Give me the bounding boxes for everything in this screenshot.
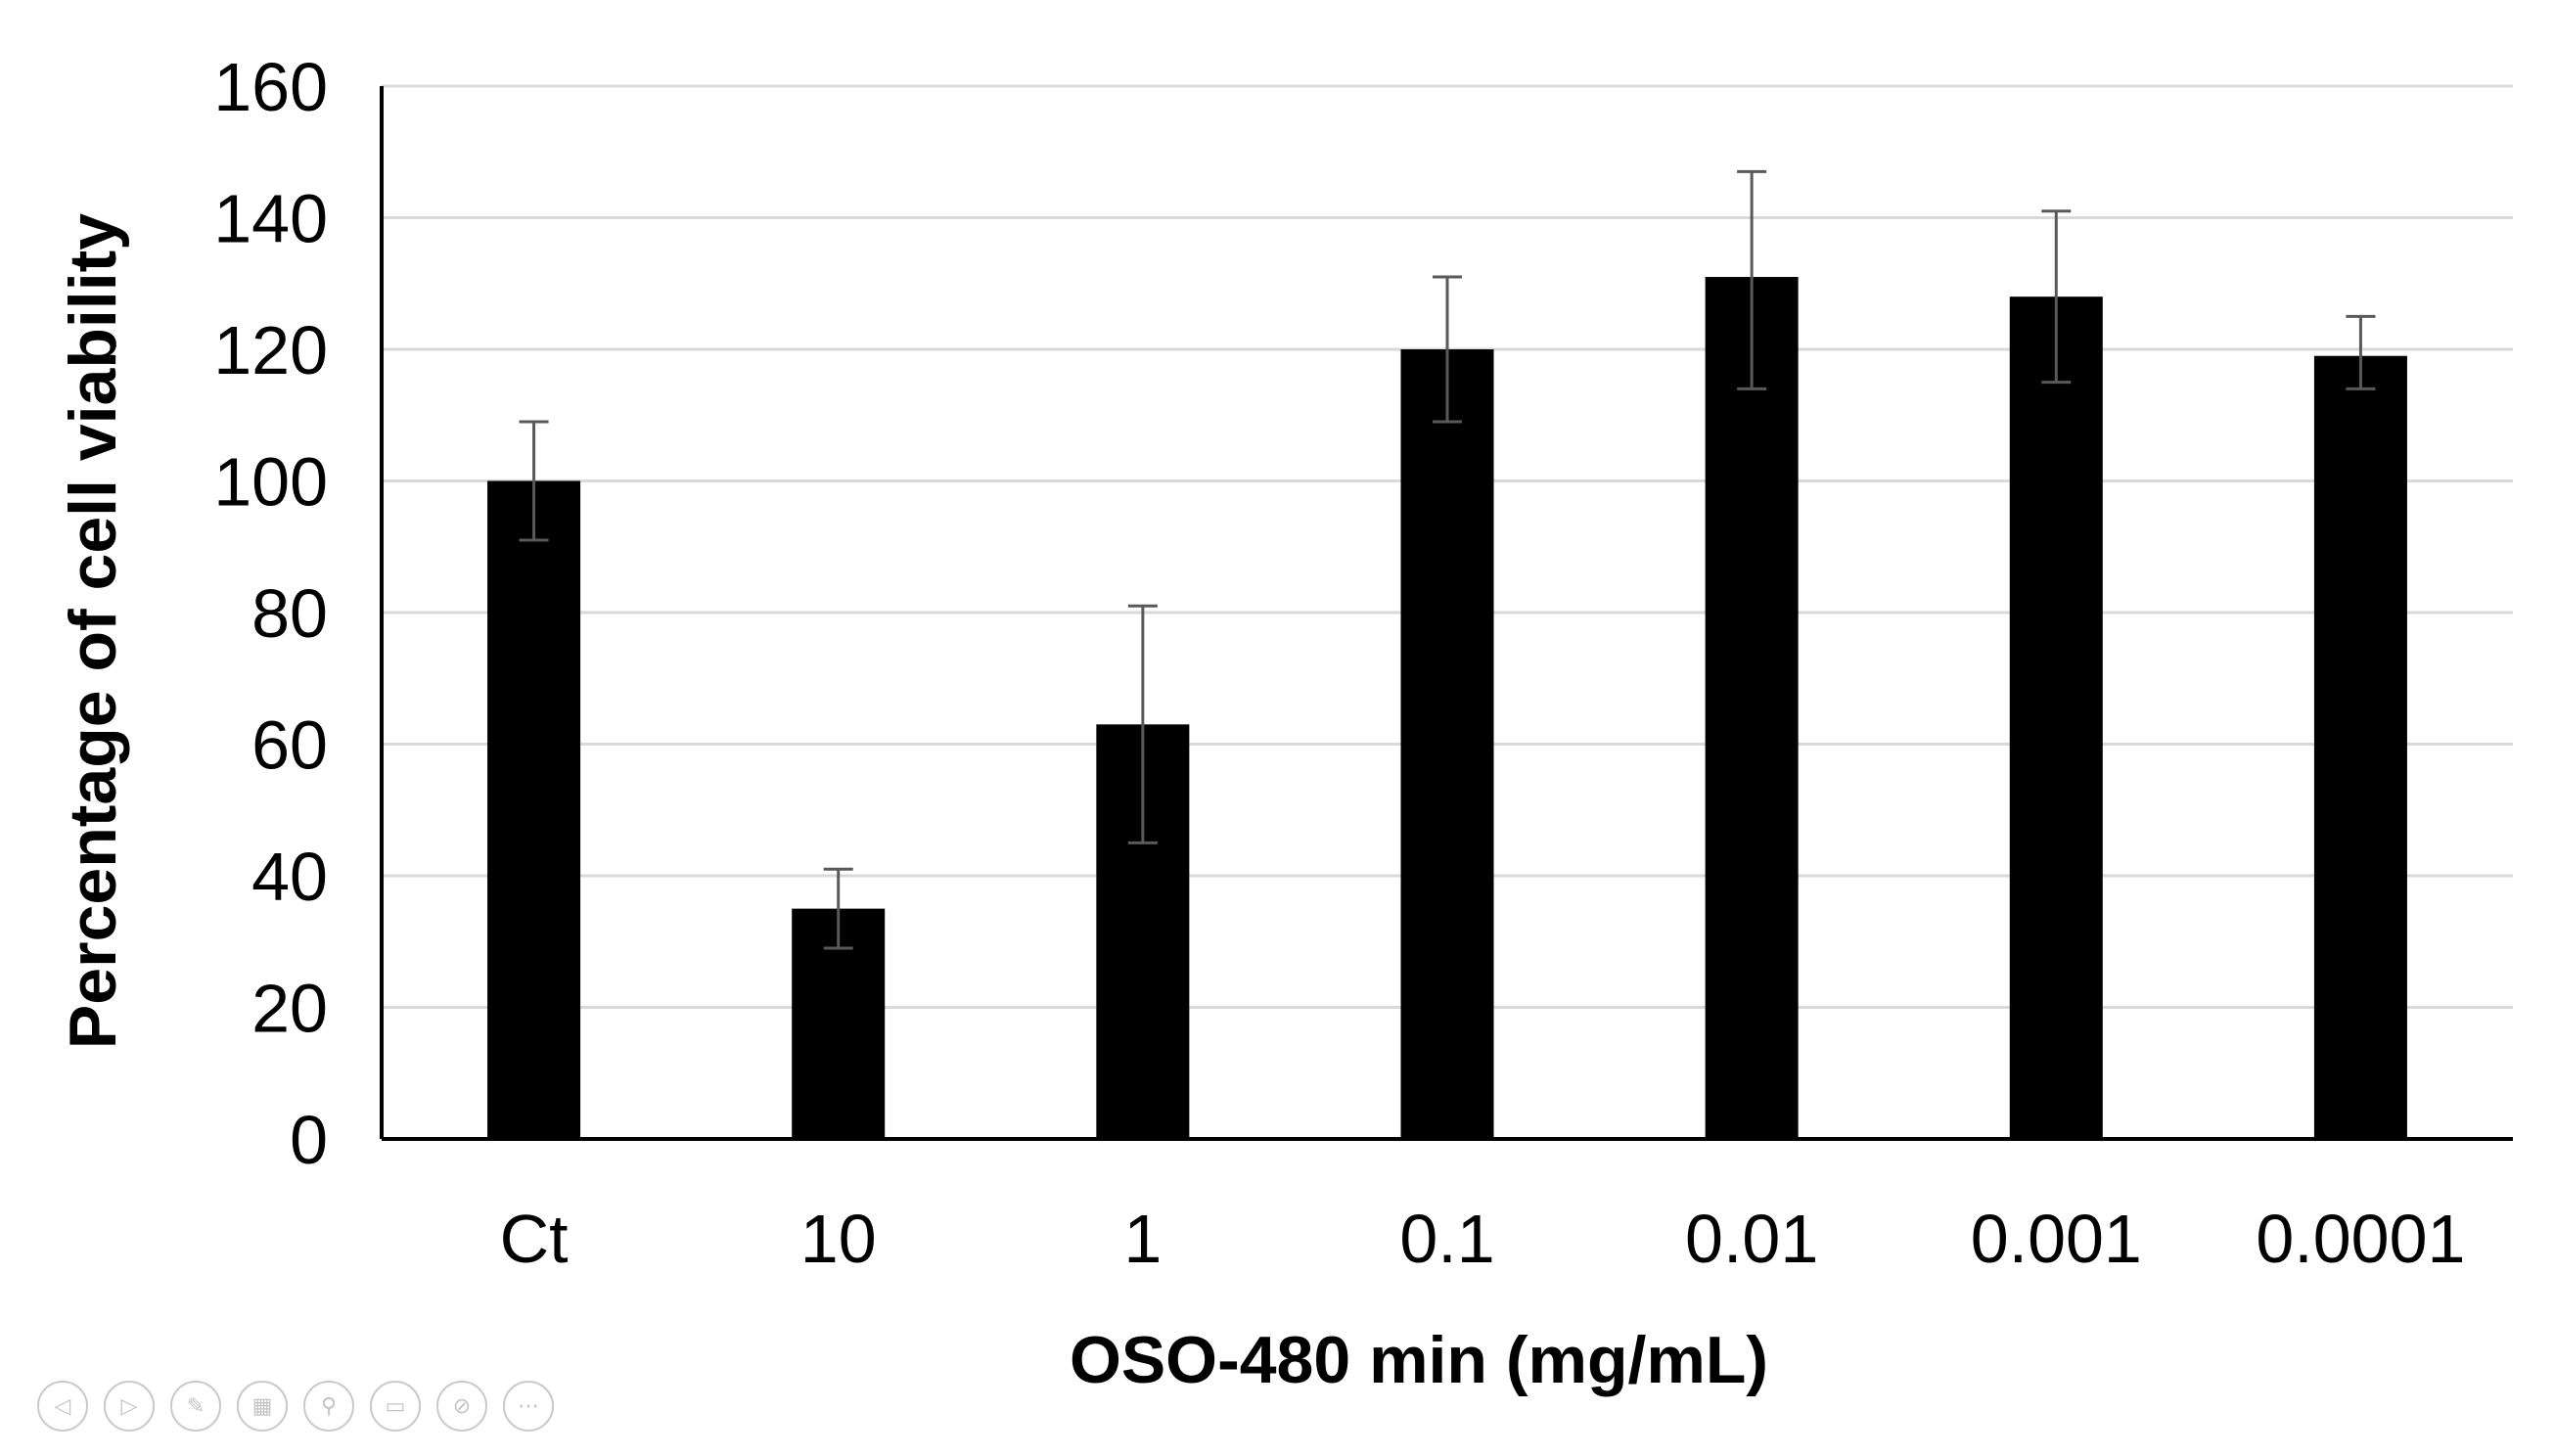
y-tick-label: 160	[213, 49, 328, 125]
y-axis-title: Percentage of cell viability	[56, 213, 130, 1049]
y-tick-labels: 0 20 40 60 80 100 120 140 160	[213, 49, 328, 1178]
bar-0.1	[1400, 349, 1494, 1139]
x-axis-title: OSO-480 min (mg/mL)	[1070, 1323, 1768, 1397]
y-tick-label: 100	[213, 444, 328, 521]
y-tick-label: 140	[213, 181, 328, 257]
error-bars	[519, 169, 2376, 950]
zoom-icon[interactable]: ⚲	[303, 1381, 354, 1432]
bars	[487, 277, 2407, 1140]
more-options-icon[interactable]: ⋯	[503, 1381, 554, 1432]
x-tick-label: 0.0001	[2256, 1201, 2465, 1277]
x-tick-labels: Ct 10 1 0.1 0.01 0.001 0.0001	[500, 1201, 2466, 1277]
bar-0.01	[1705, 277, 1799, 1139]
slides-grid-icon[interactable]: ▦	[237, 1381, 288, 1432]
axes	[380, 86, 2513, 1141]
error-bar-Ct	[519, 420, 549, 542]
x-tick-label: 0.01	[1685, 1201, 1818, 1277]
y-tick-label: 0	[290, 1102, 328, 1178]
pen-icon[interactable]: ✎	[170, 1381, 221, 1432]
bar-Ct	[487, 480, 581, 1139]
subtitles-icon[interactable]: ▭	[370, 1381, 421, 1432]
previous-slide-icon[interactable]: ◁	[37, 1381, 88, 1432]
camera-off-icon[interactable]: ⊘	[436, 1381, 487, 1432]
y-tick-label: 20	[251, 971, 328, 1047]
x-tick-label: 1	[1123, 1201, 1162, 1277]
error-bar-0.01	[1737, 169, 1767, 390]
error-bar-0.1	[1433, 275, 1462, 424]
x-tick-label: 0.001	[1971, 1201, 2142, 1277]
y-tick-label: 40	[251, 839, 328, 915]
next-slide-icon[interactable]: ▷	[104, 1381, 155, 1432]
error-bar-0.001	[2041, 209, 2072, 385]
x-tick-label: 10	[800, 1201, 877, 1277]
bar-0.0001	[2313, 355, 2407, 1140]
bar-0.001	[2009, 296, 2103, 1139]
y-tick-label: 80	[251, 575, 328, 652]
error-bar-0.0001	[2346, 314, 2376, 390]
y-tick-label: 60	[251, 707, 328, 784]
error-bar-1	[1127, 604, 1158, 844]
x-tick-label: 0.1	[1399, 1201, 1494, 1277]
error-bar-10	[823, 867, 853, 950]
y-tick-label: 120	[213, 312, 328, 388]
x-tick-label: Ct	[500, 1201, 569, 1277]
slideshow-toolbar: ◁ ▷ ✎ ▦ ⚲ ▭ ⊘ ⋯	[37, 1381, 554, 1432]
